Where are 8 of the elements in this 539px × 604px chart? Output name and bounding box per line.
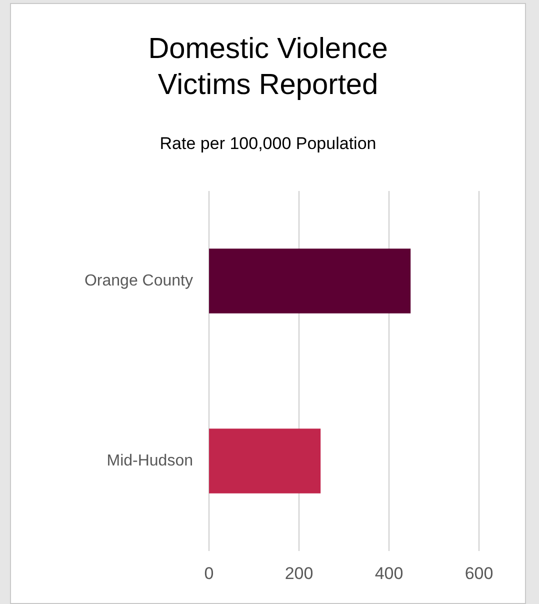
x-tick-label: 400 [374,564,404,583]
chart-subtitle: Rate per 100,000 Population [160,134,376,153]
x-tick-label: 600 [464,564,494,583]
chart-title: Domestic Violence Victims Reported [148,33,388,101]
x-tick-label: 0 [204,564,214,583]
y-tick-label: Mid-Hudson [106,452,193,470]
x-tick-label: 200 [284,564,314,583]
y-tick-label: Orange County [84,272,193,290]
